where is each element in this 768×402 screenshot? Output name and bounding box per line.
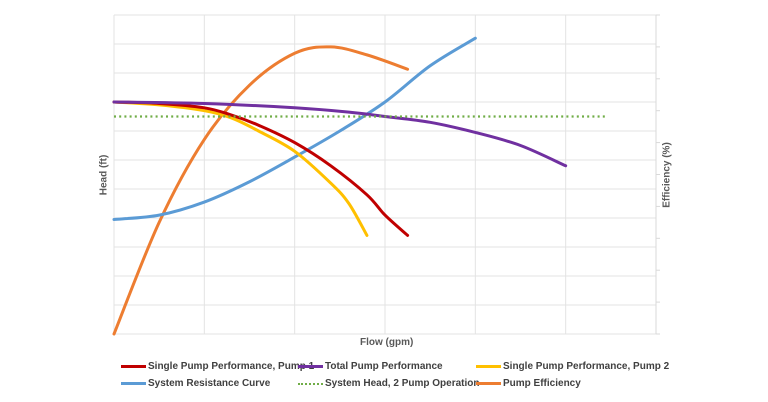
series-line-system-resistance-curve [112,36,477,221]
series-line-single-pump-performance-pump-2 [112,100,369,237]
x-axis-title: Flow (gpm) [360,337,414,348]
series-line-pump-efficiency [112,45,410,336]
y2-axis-title: Efficiency (%) [661,142,673,208]
gridlines [113,14,657,335]
series-line-total-pump-performance [112,100,568,168]
series-line-single-pump-performance-pump-1 [112,100,410,237]
secondary-axis-ticks [655,14,660,335]
series-group [112,36,607,336]
y-axis-title: Head (ft) [98,154,110,196]
